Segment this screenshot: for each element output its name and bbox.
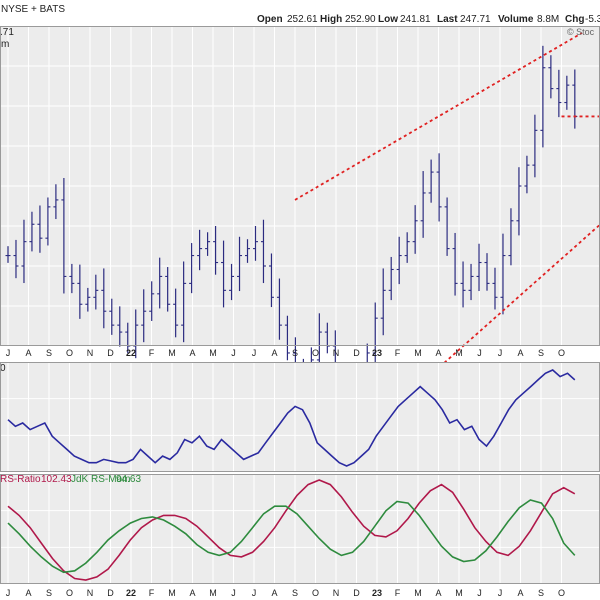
x-tick-label: F — [149, 348, 155, 358]
x-tick-label: S — [292, 588, 298, 598]
rs-mom-value: 94.63 — [116, 474, 141, 485]
rs-ratio-line — [7, 479, 576, 581]
x-tick-label: 22 — [126, 348, 136, 358]
exchange-text: NYSE + BATS — [1, 4, 65, 15]
x-tick-label: M — [168, 348, 176, 358]
price-fragment-label-2: m — [1, 39, 9, 50]
low-label: Low — [378, 14, 398, 25]
x-tick-label: J — [252, 348, 257, 358]
x-tick-label: J — [231, 348, 236, 358]
channel-upper-line — [294, 32, 583, 201]
x-tick-label: A — [435, 348, 441, 358]
rs-panel: 0 — [0, 362, 600, 472]
x-tick-label: J — [498, 588, 503, 598]
price-fragment-label: .71 — [0, 27, 14, 38]
chg-label: Chg — [565, 14, 584, 25]
x-tick-label: A — [25, 348, 31, 358]
x-tick-label: M — [168, 588, 176, 598]
x-tick-label: A — [271, 348, 277, 358]
x-tick-label: S — [292, 348, 298, 358]
volume-value: 8.8M — [537, 14, 559, 25]
x-tick-label: D — [353, 348, 360, 358]
x-tick-label: J — [231, 588, 236, 598]
x-tick-label: O — [312, 588, 319, 598]
x-tick-label: A — [435, 588, 441, 598]
open-label: Open — [257, 14, 283, 25]
x-tick-label: J — [252, 588, 257, 598]
x-tick-label: J — [498, 348, 503, 358]
rrg-panel: RS-Ratio 102.43 JdK RS-Mom 94.63 — [0, 474, 600, 584]
open-value: 252.61 — [287, 14, 318, 25]
x-tick-label: A — [189, 348, 195, 358]
volume-label: Volume — [498, 14, 534, 25]
x-tick-label: M — [414, 588, 422, 598]
x-tick-label: D — [353, 588, 360, 598]
rs-panel-label: 0 — [0, 363, 6, 374]
x-tick-label: N — [87, 348, 94, 358]
x-tick-label: S — [46, 348, 52, 358]
price-panel: .71 m © Stoc — [0, 26, 600, 440]
chart-header: NYSE + BATS Open 252.61 High 252.90 Low … — [1, 4, 600, 25]
x-tick-label: S — [538, 588, 544, 598]
x-tick-label: A — [25, 588, 31, 598]
x-tick-label: M — [209, 348, 217, 358]
x-tick-label: A — [271, 588, 277, 598]
last-label: Last — [437, 14, 458, 25]
x-tick-label: O — [66, 348, 73, 358]
x-tick-label: F — [395, 348, 401, 358]
x-tick-label: O — [312, 348, 319, 358]
x-tick-label: N — [87, 588, 94, 598]
watermark-text: © Stoc — [567, 27, 595, 37]
x-tick-label: S — [538, 348, 544, 358]
rs-ratio-value: 102.43 — [41, 474, 72, 485]
rs-mom-label: JdK RS-Mom — [71, 474, 130, 485]
chg-value: -5.3 — [585, 14, 600, 25]
high-label: High — [320, 14, 342, 25]
x-tick-label: F — [149, 588, 155, 598]
rs-mom-line — [7, 499, 576, 574]
last-value: 247.71 — [460, 14, 491, 25]
x-tick-label: 23 — [372, 588, 382, 598]
x-tick-label: N — [333, 588, 340, 598]
price-bars — [5, 45, 578, 440]
x-axis-ticks: J A S O N D 22 F M A M J J A S O N D 23 F M A M J J A S O — [6, 348, 565, 358]
x-tick-label: J — [477, 588, 482, 598]
rs-ratio-label: RS-Ratio — [0, 474, 41, 485]
x-tick-label: J — [477, 348, 482, 358]
x-tick-label: O — [558, 348, 565, 358]
x-tick-label: A — [517, 348, 523, 358]
low-value: 241.81 — [400, 14, 431, 25]
high-value: 252.90 — [345, 14, 376, 25]
x-tick-label: J — [6, 348, 11, 358]
x-tick-label: A — [517, 588, 523, 598]
x-tick-label: S — [46, 588, 52, 598]
x-tick-label: M — [414, 348, 422, 358]
x-tick-label: O — [66, 588, 73, 598]
price-grid — [0, 26, 600, 346]
x-tick-label: D — [107, 348, 114, 358]
x-tick-label: N — [333, 348, 340, 358]
x-tick-label: 22 — [126, 588, 136, 598]
x-axis-ticks-bottom: J A S O N D 22 F M A M J J A S O N D 23 F M A M J J A S O — [6, 588, 565, 598]
x-tick-label: F — [395, 588, 401, 598]
x-tick-label: O — [558, 588, 565, 598]
x-tick-label: M — [209, 588, 217, 598]
x-tick-label: 23 — [372, 348, 382, 358]
x-tick-label: J — [6, 588, 11, 598]
x-tick-label: M — [455, 588, 463, 598]
x-tick-label: A — [189, 588, 195, 598]
rrg-grid — [0, 474, 600, 584]
x-tick-label: M — [455, 348, 463, 358]
rs-line — [7, 369, 576, 467]
x-tick-label: D — [107, 588, 114, 598]
rs-grid — [0, 362, 600, 472]
